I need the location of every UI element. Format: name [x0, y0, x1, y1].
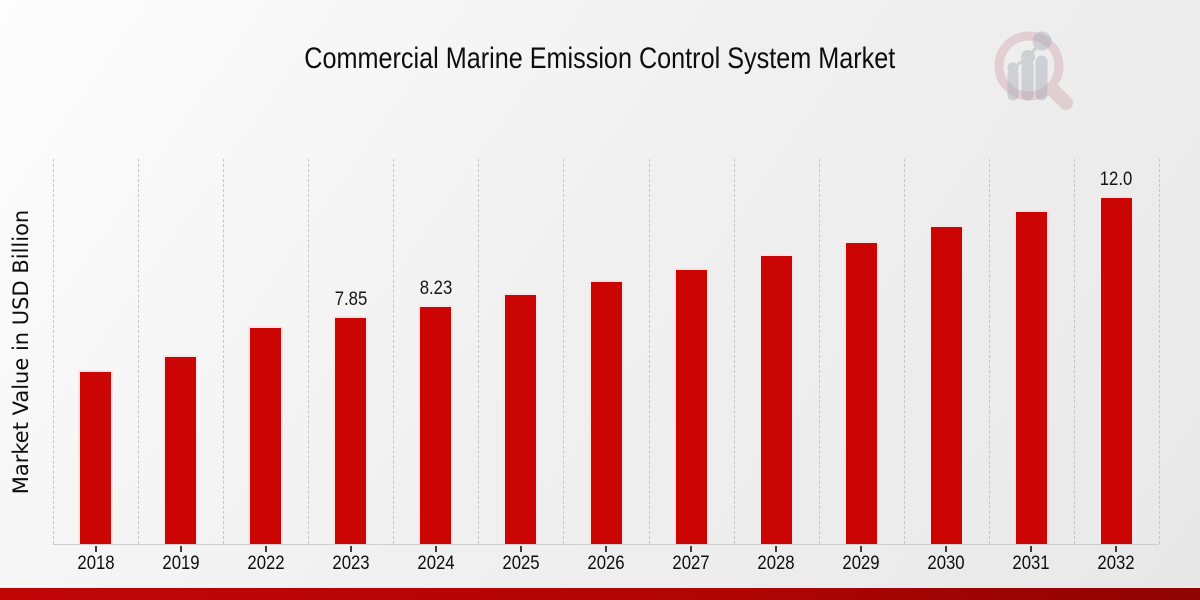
- x-tick-label-2028: 2028: [757, 553, 795, 574]
- bar-2030: [928, 224, 964, 544]
- x-tick-label-2025: 2025: [502, 553, 540, 574]
- x-tick-label-2024: 2024: [417, 553, 455, 574]
- footer-accent-bar: [0, 588, 1200, 600]
- x-axis-tick: [1115, 546, 1118, 552]
- gridline: [138, 159, 140, 544]
- x-axis-tick: [690, 546, 693, 552]
- gridline: [478, 159, 480, 544]
- x-tick-label-2029: 2029: [842, 553, 880, 574]
- chart-title-text: Commercial Marine Emission Control Syste…: [304, 42, 896, 75]
- bar-2031: [1013, 210, 1049, 544]
- chart-title: Commercial Marine Emission Control Syste…: [0, 42, 1200, 76]
- gridline: [648, 159, 650, 544]
- x-axis-tick: [860, 546, 863, 552]
- x-axis-tick: [605, 546, 607, 552]
- bar-2027: [673, 268, 709, 544]
- x-tick-label-2026: 2026: [587, 553, 625, 574]
- x-axis-tick: [94, 546, 97, 552]
- gridline: [733, 159, 735, 544]
- x-tick-label-2022: 2022: [247, 553, 285, 574]
- bar-2018: [78, 369, 114, 544]
- logo-bars-and-dots: [1007, 31, 1052, 101]
- gridline: [308, 159, 310, 544]
- bar-2028: [758, 253, 794, 544]
- bar-2024: [418, 305, 454, 544]
- bar-2019: [163, 355, 199, 544]
- bar-value-label-2023: 7.85: [334, 289, 368, 311]
- gridline: [1159, 159, 1160, 544]
- x-axis-tick: [349, 546, 352, 552]
- x-tick-label-2031: 2031: [1012, 553, 1050, 574]
- gridline: [223, 159, 225, 544]
- gridline: [53, 159, 54, 544]
- x-tick-label-2030: 2030: [927, 553, 965, 574]
- bar-2032: [1098, 195, 1134, 544]
- gridline: [903, 159, 905, 544]
- y-axis-label: Market Value in USD Billion: [9, 209, 33, 495]
- x-tick-label-2027: 2027: [672, 553, 710, 574]
- gridline: [1073, 159, 1075, 544]
- bar-2023: [333, 316, 369, 544]
- gridline: [818, 159, 820, 544]
- x-axis-tick: [179, 546, 182, 552]
- gridline: [988, 159, 990, 544]
- x-axis-tick: [775, 546, 778, 552]
- magnifier-bar-chart-logo-icon: [994, 31, 1073, 110]
- x-tick-label-2019: 2019: [162, 553, 200, 574]
- x-axis-tick: [434, 546, 437, 552]
- bar-value-label-2032: 12.0: [1100, 168, 1133, 190]
- magnifier-ring: [994, 31, 1073, 110]
- bar-value-label-2024: 8.23: [419, 278, 453, 300]
- bar-2025: [503, 293, 539, 544]
- x-tick-label-2023: 2023: [332, 553, 370, 574]
- plot-area: 2018 2019 2022 7.85 2023 8.23 2024 2025 2026 2027…: [53, 159, 1160, 574]
- gridline: [563, 159, 565, 544]
- gridline: [393, 159, 395, 544]
- bar-2029: [843, 240, 879, 544]
- bar-2026: [588, 279, 624, 544]
- x-axis-tick: [519, 546, 522, 552]
- x-tick-label-2032: 2032: [1097, 553, 1136, 574]
- bar-2022: [248, 326, 284, 544]
- x-axis-tick: [264, 546, 267, 552]
- x-tick-label-2018: 2018: [76, 553, 115, 574]
- x-axis-tick: [1030, 546, 1033, 552]
- x-axis-tick: [945, 546, 948, 552]
